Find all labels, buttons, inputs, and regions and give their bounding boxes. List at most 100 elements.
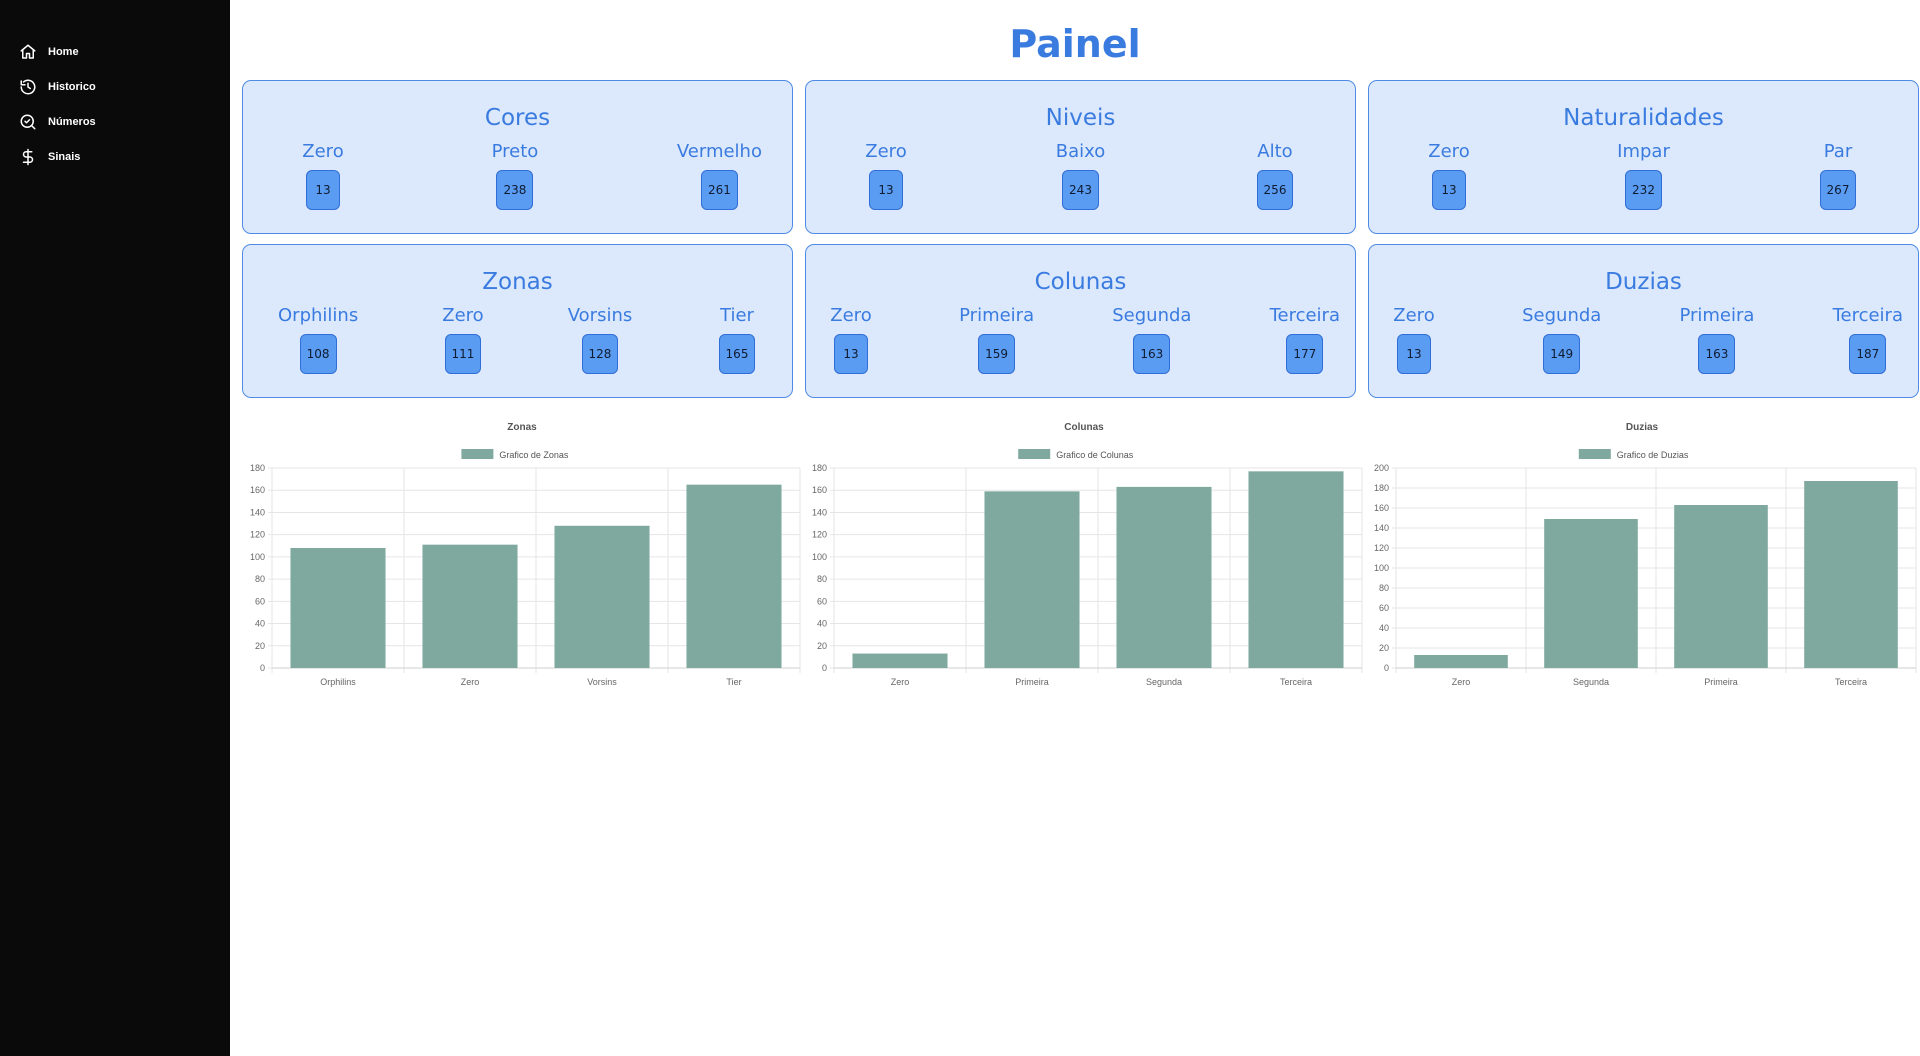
count-badge: 177	[1286, 334, 1324, 374]
card-item: Segunda 149	[1522, 305, 1601, 374]
card-item-label: Zero	[1428, 141, 1470, 162]
card-item: Zero 13	[856, 141, 916, 210]
card-item-label: Terceira	[1832, 305, 1903, 326]
card-item: Zero 13	[1384, 305, 1444, 374]
card-item: Primeira 163	[1679, 305, 1754, 374]
card-title: Zonas	[482, 269, 553, 295]
card-item: Tier 165	[707, 305, 767, 374]
legend-swatch	[1018, 449, 1051, 459]
card-item: Segunda 163	[1112, 305, 1191, 374]
y-tick-label: 180	[250, 463, 265, 473]
x-tick-label: Segunda	[1573, 677, 1609, 687]
sidebar-item-label: Historico	[48, 80, 96, 93]
y-tick-label: 0	[822, 663, 827, 673]
card-naturalidades: Naturalidades Zero 13 Impar 232 Par 267	[1368, 80, 1919, 234]
bar-chart-duzias: Duzias Grafico de Duzias 0 20 40 60 80 100 120 14…	[1374, 422, 1917, 687]
x-tick-label: Terceira	[1280, 677, 1312, 687]
x-tick-label: Segunda	[1146, 677, 1182, 687]
x-tick-label: Primeira	[1015, 677, 1049, 687]
y-tick-label: 180	[812, 463, 827, 473]
card-item-label: Baixo	[1055, 141, 1106, 162]
bar	[1414, 655, 1508, 668]
card-niveis: Niveis Zero 13 Baixo 243 Alto 256	[805, 80, 1356, 234]
card-item-label: Impar	[1617, 141, 1670, 162]
bar	[1804, 481, 1898, 668]
sidebar-item-label: Números	[48, 115, 96, 128]
card-title: Duzias	[1605, 269, 1682, 295]
history-icon	[20, 79, 36, 94]
card-item-label: Vorsins	[567, 305, 633, 326]
bar	[1248, 471, 1344, 668]
count-badge: 128	[581, 334, 619, 374]
bar-chart-colunas: Colunas Grafico de Colunas 0 20 40 60 80 100 120…	[812, 422, 1363, 687]
chart-duzias: Duzias Grafico de Duzias 0 20 40 60 80 100 120 14…	[1366, 410, 1920, 700]
bar-chart-zonas: Zonas Grafico de Zonas 0 20 40 60 80 100 120 140 1…	[250, 422, 801, 687]
y-tick-label: 160	[812, 485, 827, 495]
x-tick-label: Vorsins	[587, 677, 617, 687]
page-title: Painel	[1009, 22, 1141, 66]
bar	[422, 544, 518, 668]
y-tick-label: 60	[255, 596, 265, 606]
card-item: Zero 13	[293, 141, 353, 210]
bar	[984, 491, 1080, 668]
y-tick-label: 80	[1379, 583, 1389, 593]
count-badge: 163	[1133, 334, 1171, 374]
card-zonas: Zonas Orphilins 108 Zero 111 Vorsins 128 Ti…	[242, 244, 793, 398]
bar	[554, 525, 650, 668]
card-item-label: Vermelho	[676, 141, 762, 162]
x-tick-label: Zero	[891, 677, 910, 687]
count-badge: 111	[444, 334, 482, 374]
y-tick-label: 120	[1374, 543, 1389, 553]
chart-legend: Grafico de Colunas	[1018, 449, 1134, 460]
bar	[1674, 505, 1768, 668]
card-item-label: Zero	[302, 141, 344, 162]
bar	[1544, 519, 1638, 668]
sidebar-item-home[interactable]: Home	[0, 34, 230, 69]
sidebar-item-numeros[interactable]: Números	[0, 104, 230, 139]
y-tick-label: 20	[817, 641, 827, 651]
sidebar: Home Historico Números Sinais	[0, 0, 230, 1056]
count-badge: 232	[1625, 170, 1662, 210]
card-item: Par 267	[1808, 141, 1868, 210]
sidebar-item-label: Sinais	[48, 150, 81, 163]
y-tick-label: 60	[817, 596, 827, 606]
y-tick-label: 120	[812, 530, 827, 540]
card-item: Terceira 177	[1270, 305, 1340, 374]
bar	[290, 548, 386, 668]
card-item: Impar 232	[1614, 141, 1674, 210]
y-tick-label: 140	[250, 507, 265, 517]
count-badge: 261	[700, 170, 738, 210]
card-item: Preto 238	[485, 141, 545, 210]
count-badge: 243	[1062, 170, 1099, 210]
chart-title: Duzias	[1626, 422, 1659, 433]
chart-colunas: Colunas Grafico de Colunas 0 20 40 60 80 100 120…	[804, 410, 1364, 700]
card-item: Primeira 159	[959, 305, 1034, 374]
count-badge: 13	[1432, 170, 1466, 210]
sidebar-item-historico[interactable]: Historico	[0, 69, 230, 104]
card-colunas: Colunas Zero 13 Primeira 159 Segunda 163 Te…	[805, 244, 1356, 398]
count-badge: 149	[1543, 334, 1581, 374]
y-tick-label: 20	[255, 641, 265, 651]
legend-swatch	[1578, 449, 1611, 459]
card-item: Orphilins 108	[278, 305, 358, 374]
count-badge: 13	[306, 170, 340, 210]
card-item: Alto 256	[1245, 141, 1305, 210]
legend-label: Grafico de Duzias	[1617, 450, 1689, 460]
chart-zonas: Zonas Grafico de Zonas 0 20 40 60 80 100 120 140 1…	[242, 410, 802, 700]
y-tick-label: 0	[260, 663, 265, 673]
chart-title: Zonas	[507, 422, 537, 433]
card-item-label: Segunda	[1112, 305, 1192, 326]
count-badge: 159	[978, 334, 1016, 374]
dollar-icon	[22, 148, 34, 165]
card-item: Zero 13	[1419, 141, 1479, 210]
count-badge: 238	[496, 170, 534, 210]
x-tick-label: Orphilins	[320, 677, 356, 687]
sidebar-item-sinais[interactable]: Sinais	[0, 139, 230, 174]
card-item-label: Preto	[491, 141, 539, 162]
card-item-label: Zero	[865, 141, 907, 162]
home-icon	[20, 44, 36, 59]
x-tick-label: Zero	[461, 677, 480, 687]
x-tick-label: Primeira	[1704, 677, 1738, 687]
y-tick-label: 40	[817, 619, 827, 629]
card-title: Naturalidades	[1563, 105, 1724, 131]
